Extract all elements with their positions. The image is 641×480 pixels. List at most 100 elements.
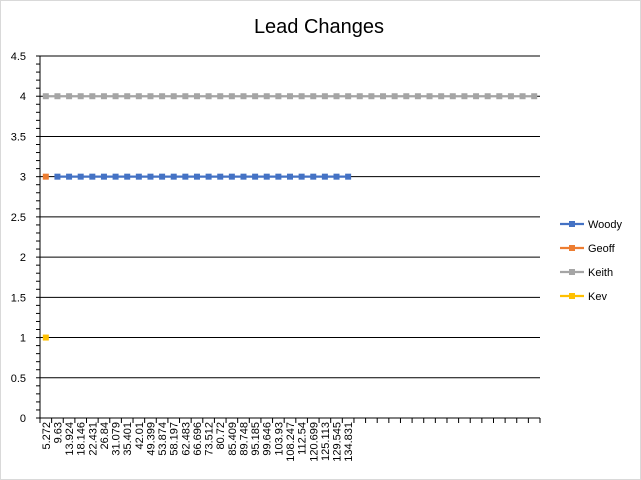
data-point [531, 93, 538, 100]
data-point [426, 93, 433, 100]
data-point [147, 173, 154, 180]
data-point [77, 93, 84, 100]
data-point [159, 93, 166, 100]
x-tick-label: 89.748 [238, 422, 250, 456]
data-point [449, 93, 456, 100]
legend-label: Keith [588, 267, 613, 279]
data-point [124, 93, 131, 100]
data-point [252, 93, 259, 100]
y-tick-label: 1 [20, 333, 26, 345]
data-point [112, 93, 119, 100]
data-point [112, 173, 119, 180]
data-point [54, 173, 61, 180]
y-tick-label: 3.5 [11, 131, 26, 143]
data-point [496, 93, 503, 100]
legend-swatch-marker [569, 269, 575, 275]
data-point [345, 93, 352, 100]
x-tick-label: 80.72 [215, 422, 227, 450]
y-tick-label: 4.5 [11, 51, 26, 63]
data-point [54, 93, 61, 100]
data-point [42, 173, 49, 180]
y-axis-tick-labels: 0 0.5 1 1.5 2 2.5 3 3.5 4 4.5 [11, 51, 26, 425]
data-point [170, 93, 177, 100]
data-point [356, 93, 363, 100]
data-point [89, 173, 96, 180]
legend: Woody Geoff Keith Kev [560, 219, 623, 303]
data-point [217, 93, 224, 100]
legend-label: Kev [588, 291, 607, 303]
x-tick-label: 95.185 [250, 422, 262, 456]
data-point [228, 93, 235, 100]
x-tick-label: 31.079 [111, 422, 123, 456]
x-tick-label: 66.696 [192, 422, 204, 456]
data-point [368, 93, 375, 100]
x-tick-label: 99.646 [262, 422, 274, 456]
data-point [66, 93, 73, 100]
chart-title: Lead Changes [254, 16, 384, 38]
x-tick-label: 26.84 [99, 422, 111, 450]
x-tick-label: 18.146 [76, 422, 88, 456]
data-point [438, 93, 445, 100]
data-point [170, 173, 177, 180]
data-point [333, 93, 340, 100]
x-tick-label: 62.483 [180, 422, 192, 456]
legend-swatch-marker [569, 221, 575, 227]
x-tick-label: 134.831 [343, 422, 355, 462]
data-point [240, 173, 247, 180]
data-point [42, 93, 49, 100]
data-point [77, 173, 84, 180]
x-tick-label: 9.63 [52, 422, 64, 443]
data-point [135, 93, 142, 100]
data-point [275, 93, 282, 100]
data-point [333, 173, 340, 180]
data-point [484, 93, 491, 100]
grid-lines [40, 55, 540, 379]
data-point [182, 93, 189, 100]
x-tick-label: 22.431 [87, 422, 99, 456]
data-point [345, 173, 352, 180]
x-tick-label: 108.247 [285, 422, 297, 462]
y-tick-label: 1.5 [11, 292, 26, 304]
data-point [380, 93, 387, 100]
data-point [275, 173, 282, 180]
x-tick-label: 49.399 [145, 422, 157, 456]
x-tick-label: 58.197 [169, 422, 181, 456]
legend-swatch-marker [569, 245, 575, 251]
y-tick-label: 2.5 [11, 212, 26, 224]
y-tick-label: 0.5 [11, 373, 26, 385]
data-point [182, 173, 189, 180]
data-point [414, 93, 421, 100]
data-point [193, 173, 200, 180]
data-point [240, 93, 247, 100]
data-point [287, 93, 293, 100]
data-point [100, 173, 107, 180]
data-point [321, 93, 328, 100]
data-point [159, 173, 166, 180]
data-point [461, 93, 468, 100]
data-point [507, 93, 514, 100]
data-point [89, 93, 96, 100]
data-point [193, 93, 200, 100]
data-point [310, 173, 317, 180]
data-point [391, 93, 398, 100]
data-point [66, 173, 73, 180]
data-point [252, 173, 259, 180]
data-point [298, 93, 305, 100]
data-point [205, 173, 212, 180]
x-tick-label: 5.272 [41, 422, 53, 450]
x-tick-label: 42.01 [134, 422, 146, 450]
data-point [135, 173, 142, 180]
y-tick-label: 2 [20, 252, 26, 264]
series-marks [42, 93, 538, 341]
x-tick-label: 73.512 [204, 422, 216, 456]
data-point [519, 93, 526, 100]
x-tick-label: 85.409 [227, 422, 239, 456]
data-point [473, 93, 480, 100]
y-tick-label: 4 [20, 91, 26, 103]
data-point [228, 173, 235, 180]
data-point [263, 173, 270, 180]
data-point [287, 173, 293, 180]
x-tick-label: 125.113 [320, 422, 332, 461]
